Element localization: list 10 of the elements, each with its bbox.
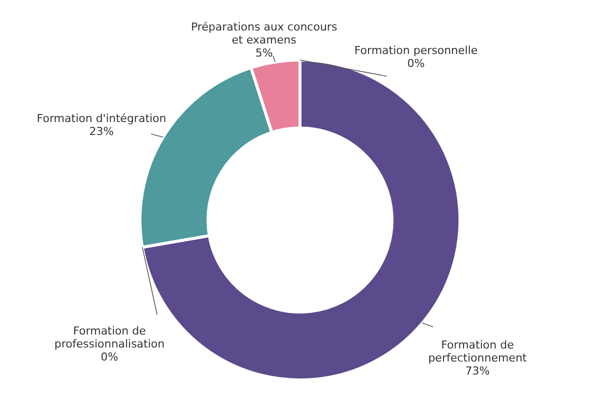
- category-label: Formation de professionnalisation: [54, 324, 165, 350]
- text: 0%: [100, 350, 118, 364]
- data-label: 73%: [465, 364, 490, 378]
- slice-label: Formation d'intégration: [36, 112, 166, 126]
- slice-label: Formation de perfectionnement: [428, 338, 528, 365]
- data-label: 23%: [89, 125, 114, 138]
- slice-label: Préparations aux concours et examens: [190, 20, 338, 46]
- data-label: 5%: [255, 46, 273, 60]
- text: 0%: [407, 57, 425, 70]
- category-label: Formation personnelle: [354, 44, 478, 58]
